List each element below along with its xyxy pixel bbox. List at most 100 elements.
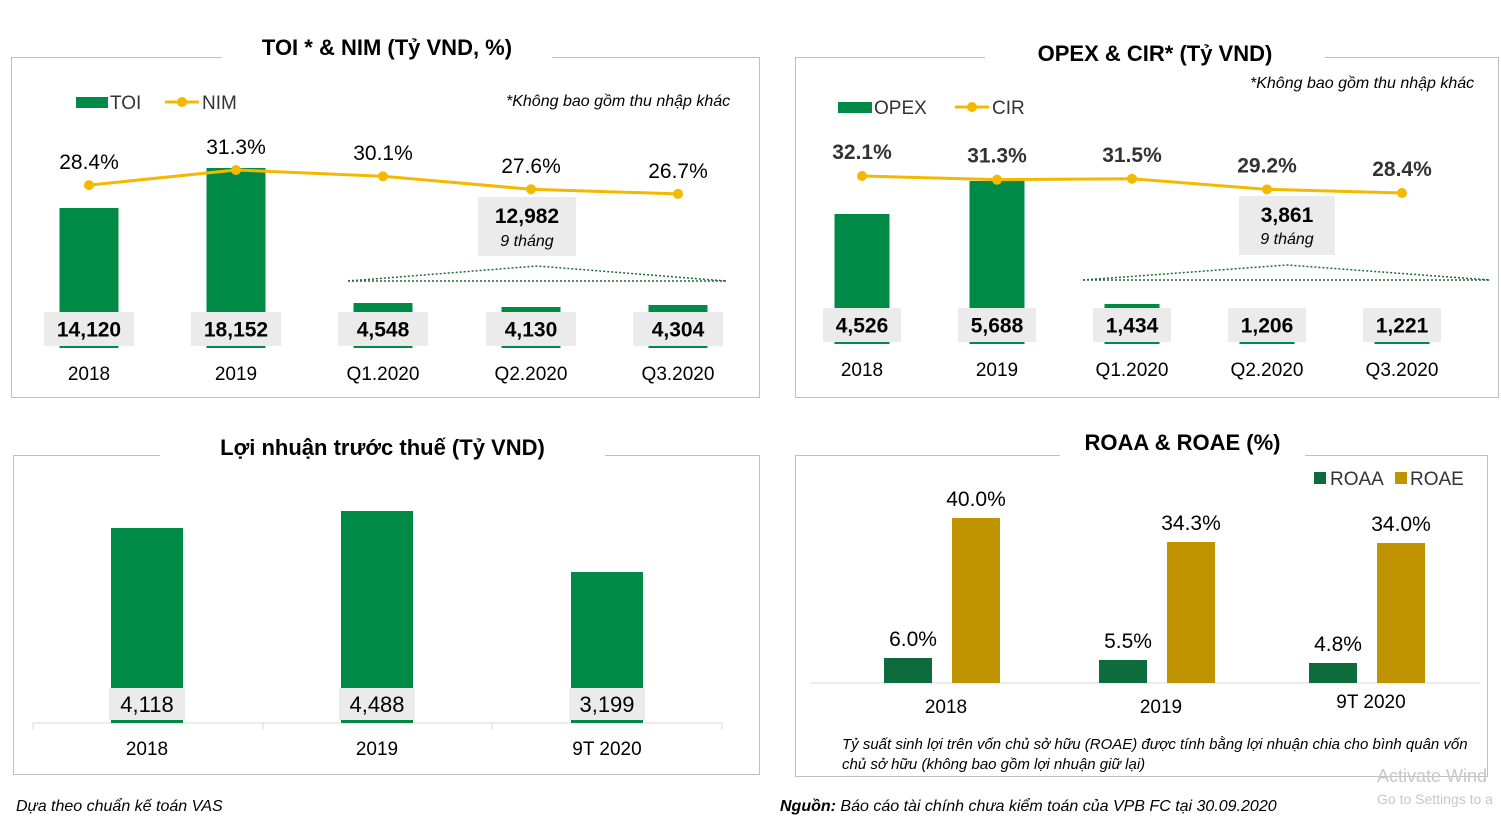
toi-value-label-bg [338, 312, 428, 346]
legend-roae-label: ROAE [1410, 469, 1464, 490]
x-tick-label: 9T 2020 [572, 739, 641, 760]
nim-point [526, 184, 536, 195]
nim-value-label: 30.1% [353, 142, 413, 165]
opex-cir-title: OPEX & CIR* (Tỷ VND) [985, 39, 1325, 69]
cir-point [992, 174, 1002, 185]
nim-value-label: 27.6% [501, 155, 561, 178]
legend-cir-marker [967, 102, 977, 112]
cir-value-label: 31.3% [967, 145, 1027, 168]
roaa-bar-2018 [884, 658, 932, 683]
profit-value-label: 4,118 [120, 692, 173, 717]
legend-nim-label: NIM [202, 93, 237, 114]
opex-value-label: 1,221 [1376, 315, 1429, 338]
roae-value-label: 40.0% [946, 488, 1006, 511]
toi-nim-note: *Không bao gồm thu nhập khác [506, 93, 731, 110]
opex-value-label-bg [1228, 308, 1306, 342]
footer-source-label: Nguồn: [780, 798, 836, 815]
roaa-value-label: 5.5% [1104, 630, 1152, 653]
x-tick-label: Q2.2020 [495, 364, 568, 385]
legend-roaa-label: ROAA [1330, 469, 1384, 490]
opex-cir-note: *Không bao gồm thu nhập khác [1250, 75, 1475, 92]
x-tick-label: Q2.2020 [1231, 360, 1304, 381]
x-tick-label: 2019 [1140, 697, 1182, 718]
toi-value-label: 4,130 [505, 319, 558, 342]
opex-value-label: 1,206 [1241, 315, 1294, 338]
legend-roae-swatch [1395, 472, 1407, 484]
roae-footnote: Tỷ suất sinh lợi trên vốn chủ sở hữu (RO… [842, 736, 1468, 773]
toi-nim-title: TOI * & NIM (Tỷ VND, %) [222, 33, 552, 63]
cir-value-label: 31.5% [1102, 144, 1162, 167]
roae-bar-2019 [1167, 542, 1215, 683]
profit-value-label-bg [569, 688, 645, 720]
opex-value-label-bg [1093, 308, 1171, 342]
x-tick-label: 2018 [68, 364, 110, 385]
roaa-bar-9T 2020 [1309, 663, 1357, 683]
opex-value-label: 4,526 [836, 315, 889, 338]
x-tick-label: 2019 [976, 360, 1018, 381]
nim-point [378, 171, 388, 182]
roae-bar-9T 2020 [1377, 543, 1425, 683]
toi-value-label-bg [191, 312, 281, 346]
profit-title: Lợi nhuận trước thuế (Tỷ VND) [160, 433, 605, 463]
profit-bar-2019 [341, 511, 413, 723]
roae-value-label: 34.0% [1371, 513, 1431, 536]
cir-point [1397, 188, 1407, 199]
cir-point [1127, 173, 1137, 184]
nine-month-value: 12,982 [495, 205, 559, 228]
cir-value-label: 28.4% [1372, 158, 1432, 181]
x-tick-label: 2018 [126, 739, 168, 760]
cir-point [1262, 184, 1272, 195]
opex-value-label: 1,434 [1106, 315, 1159, 338]
nine-month-label: 9 tháng [500, 233, 553, 250]
nine-month-bracket [347, 265, 727, 282]
roaa-value-label: 4.8% [1314, 633, 1362, 656]
legend-opex-swatch [838, 102, 872, 113]
opex-value-label-bg [958, 308, 1036, 342]
nim-point [231, 165, 241, 175]
opex-value-label-bg [1363, 308, 1441, 342]
legend-toi-swatch [76, 97, 108, 108]
roae-bar-2018 [952, 518, 1000, 683]
nim-point [673, 188, 683, 199]
roaa-roae-title: ROAA & ROAE (%) [1060, 428, 1305, 458]
roaa-bar-2019 [1099, 660, 1147, 683]
profit-value-label-bg [109, 688, 185, 720]
x-tick-label: Q3.2020 [1366, 360, 1439, 381]
footer-source-text: Báo cáo tài chính chưa kiểm toán của VPB… [835, 798, 1277, 815]
nim-point [84, 180, 94, 191]
opex-value-label: 5,688 [971, 315, 1024, 338]
profit-value-label: 4,488 [349, 692, 404, 717]
x-tick-label: Q3.2020 [642, 364, 715, 385]
nim-value-label: 26.7% [648, 160, 708, 183]
toi-value-label: 18,152 [204, 319, 268, 342]
toi-value-label-bg [486, 312, 576, 346]
opex-value-label-bg [823, 308, 901, 342]
x-tick-label: Q1.2020 [347, 364, 420, 385]
cir-value-label: 32.1% [832, 141, 892, 164]
toi-value-label: 4,304 [652, 319, 705, 342]
x-tick-label: 2019 [215, 364, 257, 385]
legend-roaa-swatch [1314, 472, 1326, 484]
profit-value-label-bg [339, 688, 415, 720]
toi-value-label-bg [44, 312, 134, 346]
cir-value-label: 29.2% [1237, 154, 1297, 177]
nine-month-label: 9 tháng [1260, 231, 1313, 248]
legend-opex-label: OPEX [874, 98, 927, 119]
nine-month-value: 3,861 [1261, 204, 1314, 227]
roaa-value-label: 6.0% [889, 628, 937, 651]
nim-value-label: 28.4% [59, 151, 119, 174]
x-tick-label: 2018 [925, 697, 967, 718]
roae-value-label: 34.3% [1161, 512, 1221, 535]
watermark-title: Activate Wind [1377, 766, 1488, 786]
roaa-roae-panel [795, 455, 1488, 777]
toi-value-label-bg [633, 312, 723, 346]
cir-point [857, 171, 867, 181]
x-tick-label: 2018 [841, 360, 883, 381]
watermark-subtitle: Go to Settings to a [1377, 791, 1493, 807]
x-tick-label: Q1.2020 [1096, 360, 1169, 381]
footer-source: Nguồn: Báo cáo tài chính chưa kiểm toán … [780, 798, 1277, 816]
